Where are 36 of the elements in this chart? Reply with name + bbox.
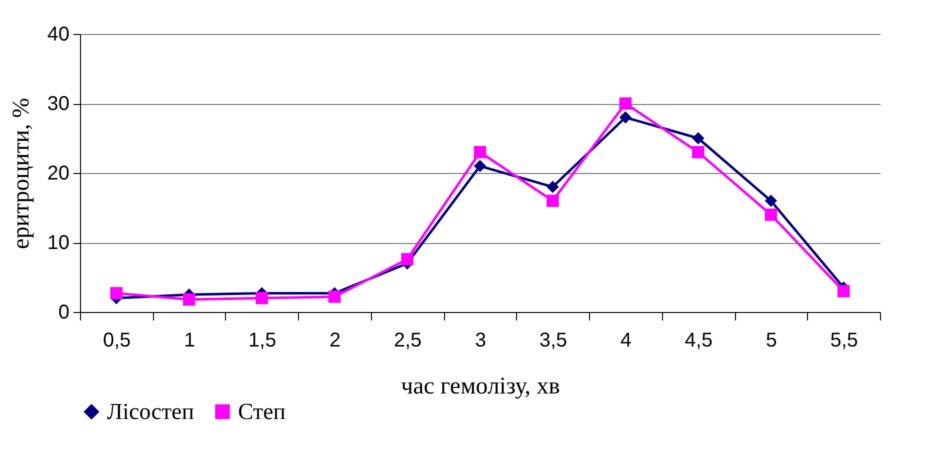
x-tick-label: 1 [184,330,196,352]
point [328,290,341,303]
y-axis-title: еритроцити, % [8,98,34,250]
point [182,293,196,306]
point [764,208,778,221]
point [546,180,559,194]
y-tick-label: 20 [47,162,70,184]
point [474,160,486,172]
legend-label: Лісостеп [107,398,194,424]
x-tick-label: 0,5 [102,330,131,352]
x-tick-label: 5 [766,330,777,352]
legend-label: Степ [238,398,286,424]
x-tick-label: 1,5 [248,330,276,352]
x-tick-label: 3,5 [539,330,568,352]
point [692,132,704,144]
x-axis-title: час гемолізу, хв [401,374,560,400]
point [619,97,632,110]
x-tick-label: 2 [329,330,341,352]
point [256,292,268,304]
y-tick-label: 30 [47,93,70,115]
point [546,194,559,207]
point [110,287,122,300]
point [619,111,632,124]
y-tick-label: 10 [47,232,70,254]
point [692,146,704,158]
x-tick-label: 3 [474,330,486,352]
y-tick-label: 0 [58,302,70,324]
y-tick-label: 40 [47,24,70,46]
point [474,146,486,158]
point [401,253,414,266]
x-tick-label: 4 [620,330,632,352]
x-tick-label: 4,5 [684,330,713,352]
point [764,194,778,207]
x-tick-label: 2,5 [394,330,422,352]
point [838,285,850,298]
x-tick-label: 5,5 [830,330,858,352]
